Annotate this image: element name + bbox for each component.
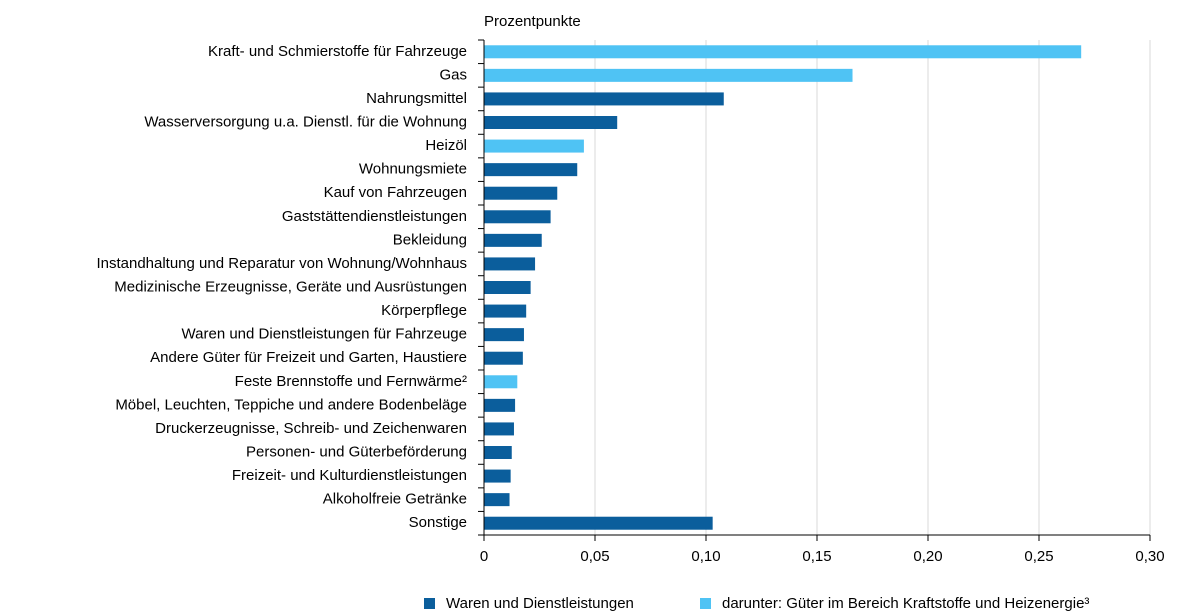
bar [484, 45, 1082, 59]
legend-label: darunter: Güter im Bereich Kraftstoffe u… [722, 595, 1089, 612]
y-tick-label: Feste Brennstoffe und Fernwärme² [235, 373, 467, 390]
bar [484, 210, 551, 224]
legend-swatch [700, 598, 711, 609]
x-tick-label: 0,25 [1024, 548, 1053, 565]
bar [484, 516, 713, 530]
bar [484, 469, 511, 483]
y-tick-label: Waren und Dienstleistungen für Fahrzeuge [182, 326, 467, 343]
y-tick-label: Medizinische Erzeugnisse, Geräte und Aus… [114, 278, 467, 295]
y-tick-label: Andere Güter für Freizeit und Garten, Ha… [150, 349, 467, 366]
x-tick-label: 0,30 [1135, 548, 1164, 565]
legend-label: Waren und Dienstleistungen [446, 595, 634, 612]
y-tick-label: Wasserversorgung u.a. Dienstl. für die W… [144, 113, 467, 130]
y-tick-label: Bekleidung [393, 231, 467, 248]
y-tick-label: Gas [439, 66, 467, 83]
x-axis-label: Prozentpunkte [484, 13, 581, 30]
y-tick-label: Körperpflege [381, 302, 467, 319]
bar [484, 446, 512, 459]
y-tick-label: Sonstige [409, 514, 467, 531]
bar [484, 351, 523, 365]
y-tick-label: Instandhaltung und Reparatur von Wohnung… [96, 255, 467, 272]
y-tick-label: Heizöl [425, 137, 467, 154]
bar [484, 116, 618, 129]
y-tick-label: Personen- und Güterbeförderung [246, 443, 467, 460]
bar [484, 233, 542, 247]
bar [484, 163, 578, 177]
bar [484, 375, 518, 389]
x-tick-label: 0,15 [802, 548, 831, 565]
x-tick-label: 0,05 [580, 548, 609, 565]
y-tick-label: Alkoholfreie Getränke [323, 491, 467, 508]
bar [484, 186, 558, 200]
bar [484, 422, 514, 436]
bar [484, 398, 516, 412]
y-tick-label: Wohnungsmiete [359, 161, 467, 178]
y-tick-label: Kauf von Fahrzeugen [324, 184, 467, 201]
bar [484, 304, 527, 318]
bar [484, 257, 536, 271]
x-tick-label: 0,10 [691, 548, 720, 565]
bar [484, 92, 724, 106]
y-tick-label: Kraft- und Schmierstoffe für Fahrzeuge [208, 43, 467, 60]
y-tick-label: Möbel, Leuchten, Teppiche und andere Bod… [115, 396, 467, 413]
y-tick-label: Nahrungsmittel [366, 90, 467, 107]
bar [484, 281, 531, 294]
bar [484, 68, 853, 82]
x-tick-label: 0 [480, 548, 488, 565]
bar [484, 328, 524, 342]
y-tick-label: Druckerzeugnisse, Schreib- und Zeichenwa… [155, 420, 467, 437]
y-tick-label: Gaststättendienstleistungen [282, 208, 467, 225]
bar [484, 139, 584, 153]
y-tick-label: Freizeit- und Kulturdienstleistungen [232, 467, 467, 484]
bar [484, 493, 510, 507]
legend-swatch [424, 598, 435, 609]
x-tick-label: 0,20 [913, 548, 942, 565]
